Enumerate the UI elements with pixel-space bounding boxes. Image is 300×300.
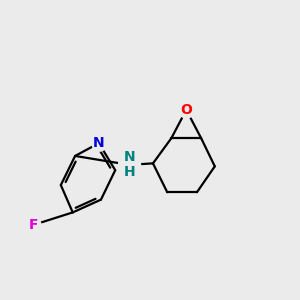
Text: F: F xyxy=(29,218,38,232)
Text: H: H xyxy=(123,165,135,179)
Text: O: O xyxy=(180,103,192,117)
Text: N: N xyxy=(123,150,135,164)
Text: N: N xyxy=(93,136,105,150)
